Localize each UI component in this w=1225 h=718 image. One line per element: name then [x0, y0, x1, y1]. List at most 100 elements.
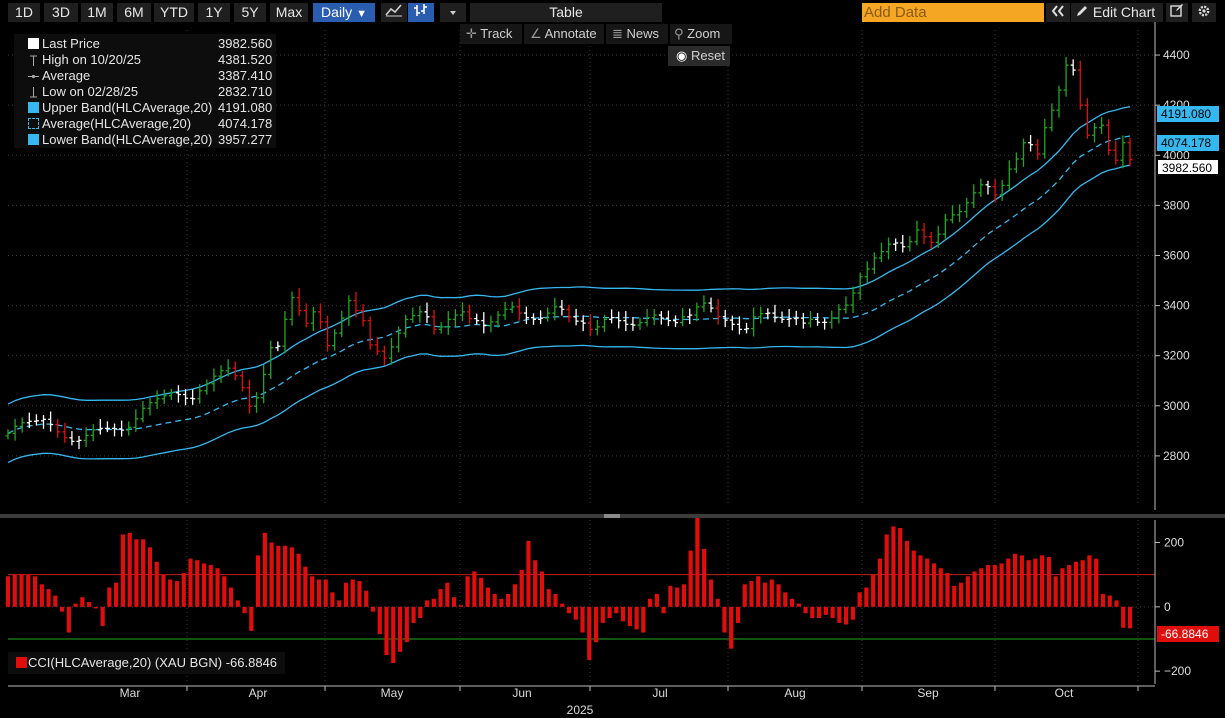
- range-1d-button[interactable]: 1D: [8, 3, 40, 22]
- ohlc-bar: [381, 345, 387, 366]
- annotate-tool[interactable]: ∠ Annotate: [524, 24, 604, 44]
- cci-tick-label: −200: [1164, 664, 1191, 678]
- edit-chart-button[interactable]: Edit Chart: [1071, 3, 1163, 22]
- cci-bar: [729, 606, 734, 649]
- ohlc-bar: [1042, 118, 1048, 159]
- range-max-button[interactable]: Max: [270, 3, 308, 22]
- cci-bar: [925, 558, 930, 607]
- ohlc-bar: [886, 237, 892, 260]
- cci-bar: [411, 606, 416, 623]
- cci-bar: [1087, 555, 1092, 607]
- double-chevron-left-icon[interactable]: [1046, 3, 1070, 22]
- ohlc-bar: [495, 311, 501, 328]
- cci-legend[interactable]: CCI(HLCAverage,20) (XAU BGN) -66.8846: [8, 652, 286, 674]
- cci-bar: [898, 528, 903, 607]
- interval-select[interactable]: Daily ▼: [313, 3, 375, 22]
- cci-bar: [19, 574, 24, 607]
- ohlc-bar: [218, 365, 224, 383]
- cci-bar: [289, 547, 294, 607]
- chart-type-dropdown-icon[interactable]: [440, 3, 466, 22]
- cci-bar: [276, 545, 281, 607]
- line-chart-icon[interactable]: [381, 3, 407, 22]
- ohlc-bar: [772, 304, 778, 323]
- range-5y-button[interactable]: 5Y: [234, 3, 266, 22]
- cci-bar: [168, 579, 173, 607]
- range-3d-button[interactable]: 3D: [44, 3, 78, 22]
- ohlc-bar: [246, 379, 252, 414]
- ohlc-bar: [431, 309, 437, 335]
- cci-bar: [742, 584, 747, 607]
- cci-bar: [641, 606, 646, 633]
- cci-bar: [1006, 558, 1011, 607]
- cci-bar: [871, 574, 876, 607]
- cci-bar: [735, 606, 741, 623]
- cci-bar: [255, 555, 261, 607]
- cci-bar: [188, 558, 193, 607]
- cci-bar: [593, 606, 599, 643]
- ohlc-bar: [374, 337, 380, 355]
- cci-bar: [53, 595, 58, 607]
- ohlc-bar: [694, 302, 700, 322]
- cci-bar: [1114, 600, 1119, 607]
- ohlc-bar: [112, 423, 118, 437]
- cci-bar: [161, 574, 166, 607]
- lower-band-line: [7, 164, 1131, 464]
- ohlc-bar: [516, 298, 522, 321]
- cci-bar: [141, 539, 146, 607]
- add-data-input[interactable]: Add Data: [862, 3, 1044, 22]
- ohlc-bar: [83, 427, 89, 448]
- ohlc-bar: [594, 319, 600, 336]
- last-price-square-icon: [28, 38, 39, 49]
- last-price-pill: 3982.560: [1157, 159, 1219, 175]
- zoom-tool[interactable]: ⚲ Zoom: [670, 24, 732, 44]
- table-button[interactable]: Table: [470, 3, 662, 22]
- legend-row-last-price[interactable]: Last Price 3982.560: [14, 36, 276, 52]
- ohlc-bar: [459, 302, 465, 322]
- range-ytd-button[interactable]: YTD: [154, 3, 194, 22]
- legend-value: 4074.178: [218, 116, 273, 131]
- legend-value: 3982.560: [218, 36, 273, 51]
- cci-bar: [715, 598, 720, 607]
- ohlc-bar: [282, 311, 288, 354]
- cci-bar: [228, 587, 234, 607]
- legend-row-low[interactable]: Low on 02/28/25 2832.710: [14, 84, 276, 100]
- ohlc-bar: [935, 225, 941, 248]
- cci-bar: [222, 576, 227, 607]
- cci-bar: [830, 606, 835, 619]
- cci-bar: [688, 550, 693, 607]
- cci-bar: [999, 563, 1004, 607]
- panel-resize-handle: [604, 514, 620, 518]
- legend-row-lower-band[interactable]: Lower Band(HLCAverage,20) 3957.277: [14, 132, 276, 148]
- range-6m-button[interactable]: 6M: [117, 3, 151, 22]
- high-marker-icon: [28, 54, 39, 66]
- ohlc-bar: [573, 308, 579, 326]
- ohlc-bar: [339, 310, 345, 338]
- ohlc-bar: [332, 329, 338, 351]
- cci-bar: [337, 600, 342, 607]
- year-label: 2025: [567, 703, 594, 717]
- bar-chart-icon[interactable]: [408, 3, 434, 22]
- cci-bar: [1046, 556, 1051, 607]
- range-1y-button[interactable]: 1Y: [198, 3, 230, 22]
- news-icon: ≣: [612, 26, 623, 41]
- cci-bar: [350, 579, 355, 607]
- settings-gear-icon[interactable]: [1192, 3, 1216, 22]
- ohlc-bar: [452, 309, 458, 327]
- edit-annotation-icon[interactable]: [1166, 3, 1188, 22]
- range-1m-button[interactable]: 1M: [81, 3, 113, 22]
- average-band-dashed-icon: [28, 118, 39, 129]
- legend-row-average-band[interactable]: Average(HLCAverage,20) 4074.178: [14, 116, 276, 132]
- ohlc-bar: [807, 310, 813, 328]
- ohlc-bar: [502, 301, 508, 320]
- news-tool[interactable]: ≣ News: [606, 24, 668, 44]
- legend-row-average[interactable]: Average 3387.410: [14, 68, 276, 84]
- legend-row-high[interactable]: High on 10/20/25 4381.520: [14, 52, 276, 68]
- ohlc-bar: [680, 308, 686, 327]
- legend-row-upper-band[interactable]: Upper Band(HLCAverage,20) 4191.080: [14, 100, 276, 116]
- track-tool[interactable]: ✛ Track: [460, 24, 522, 44]
- legend-value: 4191.080: [218, 100, 273, 115]
- reset-button[interactable]: ◉ Reset: [668, 46, 730, 66]
- cci-bar: [195, 560, 200, 607]
- ohlc-bar: [438, 322, 444, 334]
